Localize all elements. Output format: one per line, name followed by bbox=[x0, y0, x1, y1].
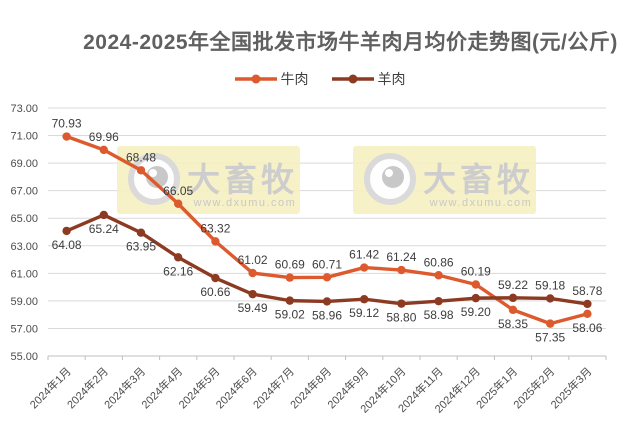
beef-data-point bbox=[174, 199, 183, 208]
lamb-data-label: 59.49 bbox=[238, 301, 268, 315]
beef-data-point bbox=[136, 166, 146, 175]
lamb-data-label: 59.22 bbox=[498, 278, 528, 292]
beef-data-label: 60.69 bbox=[275, 258, 305, 272]
y-tick-label: 59.00 bbox=[10, 296, 38, 308]
y-tick-label: 61.00 bbox=[10, 268, 38, 280]
beef-data-point bbox=[322, 273, 332, 282]
beef-data-label: 70.93 bbox=[52, 117, 82, 131]
beef-data-point bbox=[248, 268, 257, 278]
lamb-data-point bbox=[360, 295, 369, 304]
y-tick-label: 67.00 bbox=[10, 186, 38, 198]
beef-data-label: 57.35 bbox=[535, 331, 565, 345]
beef-data-label: 68.48 bbox=[126, 150, 156, 164]
watermark-brand: 大畜牧 bbox=[187, 161, 298, 198]
lamb-data-label: 63.95 bbox=[126, 240, 156, 254]
legend-item-lamb: 羊肉 bbox=[331, 69, 406, 89]
lamb-data-point bbox=[248, 289, 257, 299]
lamb-data-point bbox=[434, 296, 443, 306]
beef-data-label: 61.24 bbox=[386, 250, 416, 264]
beef-data-label: 58.06 bbox=[572, 321, 602, 335]
y-tick-label: 65.00 bbox=[10, 213, 38, 225]
lamb-data-point bbox=[211, 273, 220, 283]
lamb-data-point bbox=[546, 294, 555, 303]
chart-title: 2024-2025年全国批发市场牛羊肉月均价走势图(元/公斤) bbox=[83, 31, 618, 54]
beef-data-point bbox=[360, 263, 369, 272]
lamb-data-label: 59.20 bbox=[461, 305, 491, 319]
beef-data-label: 60.19 bbox=[461, 264, 491, 278]
y-tick-label: 71.00 bbox=[10, 131, 38, 143]
lamb-data-label: 60.66 bbox=[200, 285, 230, 299]
lamb-data-label: 59.02 bbox=[275, 308, 305, 322]
lamb-data-label: 58.96 bbox=[312, 308, 342, 322]
beef-data-label: 66.05 bbox=[163, 184, 193, 198]
watermark-url: www.dxumu.com bbox=[193, 197, 297, 209]
watermark-url: www.dxumu.com bbox=[429, 197, 533, 209]
lamb-data-label: 64.08 bbox=[52, 238, 82, 252]
beef-data-label: 61.02 bbox=[238, 253, 268, 267]
lamb-data-label: 59.12 bbox=[349, 306, 379, 320]
y-tick-label: 69.00 bbox=[10, 158, 38, 170]
legend-item-beef: 牛肉 bbox=[234, 69, 309, 89]
beef-data-label: 63.32 bbox=[200, 221, 230, 235]
beef-data-label: 61.42 bbox=[349, 248, 379, 262]
x-axis-label: 2025年3月 bbox=[547, 364, 594, 411]
lamb-data-label: 62.16 bbox=[163, 264, 193, 278]
beef-data-label: 69.96 bbox=[89, 130, 119, 144]
lamb-data-point bbox=[583, 299, 592, 309]
lamb-data-point bbox=[285, 296, 294, 305]
beef-data-label: 58.35 bbox=[498, 317, 528, 331]
beef-data-point bbox=[99, 145, 109, 155]
beef-data-point bbox=[211, 237, 220, 246]
beef-data-point bbox=[397, 265, 406, 275]
lamb-data-label: 58.80 bbox=[386, 311, 416, 325]
beef-data-point bbox=[508, 305, 518, 315]
beef-data-point bbox=[434, 271, 443, 280]
lamb-data-point bbox=[322, 297, 332, 306]
legend: 牛肉 羊肉 bbox=[0, 70, 639, 88]
lamb-legend-marker-icon bbox=[331, 74, 374, 84]
lamb-data-label: 58.98 bbox=[424, 308, 454, 322]
watermark-brand: 大畜牧 bbox=[423, 161, 534, 198]
beef-legend-marker-icon bbox=[234, 74, 277, 84]
lamb-legend-label: 羊肉 bbox=[377, 71, 406, 87]
beef-data-point bbox=[546, 319, 555, 328]
lamb-data-point bbox=[508, 293, 518, 303]
lamb-data-label: 65.24 bbox=[89, 222, 119, 236]
lamb-data-point bbox=[397, 299, 406, 308]
lamb-data-point bbox=[136, 228, 146, 237]
y-tick-label: 63.00 bbox=[10, 241, 38, 253]
y-tick-label: 55.00 bbox=[10, 351, 38, 363]
y-tick-label: 73.00 bbox=[10, 103, 38, 115]
beef-data-point bbox=[285, 273, 294, 282]
beef-data-label: 60.71 bbox=[312, 257, 342, 271]
lamb-data-point bbox=[174, 253, 183, 262]
lamb-data-label: 58.78 bbox=[572, 284, 602, 298]
lamb-data-label: 59.18 bbox=[535, 278, 565, 292]
lamb-data-point bbox=[62, 226, 71, 236]
beef-data-label: 60.86 bbox=[424, 255, 454, 269]
y-tick-label: 57.00 bbox=[10, 323, 38, 335]
lamb-data-point bbox=[471, 293, 480, 303]
lamb-data-point bbox=[99, 210, 109, 220]
beef-data-point bbox=[471, 280, 480, 289]
beef-legend-label: 牛肉 bbox=[280, 71, 309, 87]
beef-data-point bbox=[583, 309, 592, 319]
beef-data-point bbox=[62, 132, 71, 141]
